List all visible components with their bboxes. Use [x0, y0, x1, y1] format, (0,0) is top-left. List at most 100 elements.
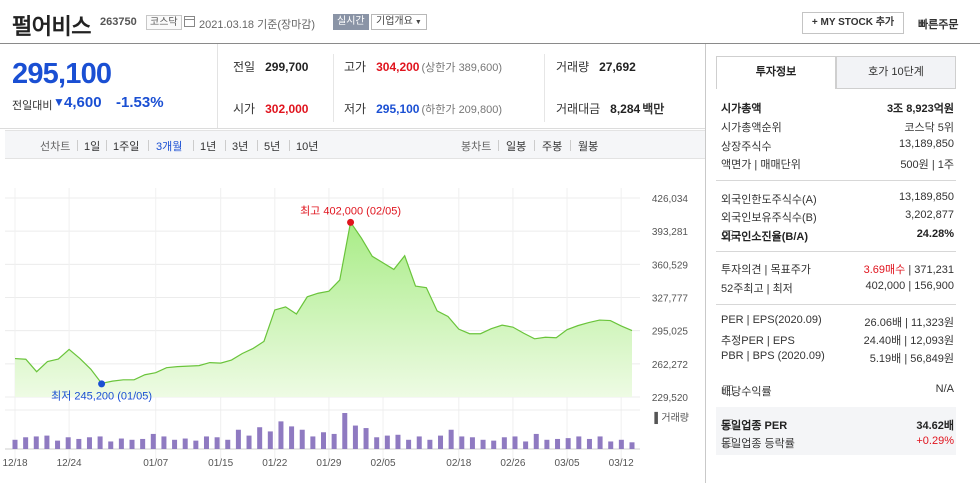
- info-row-label: 외국인한도주식수(A): [721, 194, 817, 206]
- stat-amount: 거래대금 8,284 백만: [556, 102, 665, 116]
- x-tick-label: 03/12: [609, 458, 634, 469]
- info-row: 외국인한도주식수(A) 13,189,850: [721, 191, 954, 208]
- volume-bar: [310, 436, 316, 449]
- info-row: PER | EPS(2020.09) 26.06배 | 11,323원: [721, 314, 954, 331]
- volume-bar: [384, 435, 390, 449]
- chart-period-toolbar: 선차트 1일 1주일 3개월 1년 3년 5년 10년 봉차트 일봉 주봉 월봉: [5, 130, 705, 159]
- volume-bar: [491, 440, 497, 449]
- volume-bar: [108, 441, 114, 449]
- volume-bar: [86, 437, 92, 449]
- period-3m[interactable]: 3개월: [156, 141, 183, 153]
- company-info-label: 기업개요: [376, 16, 413, 27]
- volume-bar: [257, 427, 263, 449]
- info-row-value: N/A: [935, 383, 954, 395]
- stat-open: 시가 302,000: [233, 102, 309, 116]
- info-row-label: 외국인소진율(B/A): [721, 231, 808, 243]
- volume-bar: [321, 432, 326, 449]
- info-row-value: 500원 | 1주: [900, 159, 954, 171]
- volume-bar: [427, 439, 433, 449]
- info-row: 액면가 | 매매단위 500원 | 1주: [721, 156, 954, 173]
- info-row-value: 5.19배 | 56,849원: [869, 353, 954, 365]
- period-3y[interactable]: 3년: [232, 141, 249, 153]
- volume-bar: [533, 433, 539, 449]
- info-row: 외국인보유주식수(B) 3,202,877: [721, 209, 954, 226]
- volume-bar: [129, 439, 135, 449]
- info-row: 배당수익률? N/A: [721, 383, 954, 400]
- volume-bar: [352, 425, 358, 449]
- help-icon[interactable]: ?: [723, 437, 733, 447]
- stock-code: 263750: [100, 16, 137, 28]
- volume-bar: [193, 440, 199, 449]
- period-1w[interactable]: 1주일: [113, 141, 140, 153]
- tab-quote-10[interactable]: 호가 10단계: [836, 56, 956, 89]
- volume-bar: [33, 436, 39, 449]
- info-row-label: 상장주식수: [721, 141, 772, 153]
- volume-bar: [416, 436, 422, 449]
- stock-name: 펄어비스: [12, 14, 91, 39]
- volume-bar: [395, 434, 401, 449]
- x-tick-label: 12/24: [57, 458, 82, 469]
- volume-bar: [278, 421, 284, 449]
- stat-high: 고가 304,200 (상한가 389,600): [344, 60, 502, 74]
- volume-bar: [555, 438, 561, 449]
- info-row-value: 13,189,850: [898, 191, 954, 203]
- realtime-button[interactable]: 실시간: [333, 14, 369, 30]
- period-1d[interactable]: 1일: [84, 141, 101, 153]
- volume-bar: [618, 439, 624, 449]
- period-10y[interactable]: 10년: [296, 141, 319, 153]
- down-arrow-icon: ▼: [53, 95, 65, 109]
- info-row-label: 시가총액: [721, 103, 762, 115]
- market-badge: 코스닥: [146, 15, 182, 30]
- info-row-label: 액면가 | 매매단위: [721, 159, 801, 171]
- quick-order-button[interactable]: 빠른주문: [918, 19, 959, 31]
- diff-label: 전일대비: [12, 100, 53, 112]
- volume-bar: [629, 442, 635, 449]
- info-row: 52주최고 | 최저 402,000 | 156,900: [721, 280, 954, 297]
- help-icon[interactable]: ?: [723, 385, 733, 395]
- max-point: [347, 218, 355, 226]
- add-mystock-button[interactable]: + MY STOCK 추가: [802, 12, 904, 34]
- info-row: 동일업종 PER? 34.62배: [721, 417, 954, 434]
- info-row-label: 배당수익률: [721, 386, 772, 398]
- info-row: 추정PER | EPS 24.40배 | 12,093원: [721, 332, 954, 349]
- x-tick-label: 12/18: [2, 458, 27, 469]
- info-row-value: +0.29%: [916, 435, 954, 447]
- period-1y[interactable]: 1년: [200, 141, 217, 153]
- tab-invest-info[interactable]: 투자정보: [716, 56, 836, 89]
- volume-bar: [480, 439, 486, 449]
- y-tick-label: 262,272: [652, 360, 689, 371]
- stat-low: 저가 295,100 (하한가 209,800): [344, 102, 502, 116]
- info-tabs: 투자정보 호가 10단계: [716, 56, 956, 89]
- help-icon[interactable]: ?: [723, 230, 733, 240]
- volume-bar: [565, 438, 571, 449]
- help-icon[interactable]: ?: [723, 419, 733, 429]
- volume-bar: [331, 433, 337, 449]
- max-label: 최고 402,000 (02/05): [300, 204, 401, 217]
- volume-bar: [140, 438, 146, 449]
- info-row-value: 24.40배 | 12,093원: [863, 335, 954, 347]
- price-chart[interactable]: 426,034 393,281 360,529 327,777 295,025 262,2…: [0, 178, 705, 483]
- info-row-value: 3,202,877: [905, 209, 954, 221]
- period-5y[interactable]: 5년: [264, 141, 281, 153]
- candle-daily[interactable]: 일봉: [506, 141, 527, 153]
- company-info-dropdown[interactable]: 기업개요 ▼: [371, 14, 427, 30]
- info-row: 외국인소진율(B/A)? 24.28%: [721, 228, 954, 245]
- candle-weekly[interactable]: 주봉: [542, 141, 563, 153]
- volume-bar: [608, 441, 614, 449]
- info-row-value: 402,000 | 156,900: [865, 280, 955, 292]
- x-tick-label: 01/29: [316, 458, 341, 469]
- x-tick-label: 01/15: [208, 458, 233, 469]
- y-tick-label: 327,777: [652, 294, 689, 305]
- info-row-value: 26.06배 | 11,323원: [864, 317, 954, 329]
- info-row-label: PBR | BPS (2020.09): [721, 350, 825, 362]
- volume-bar: [459, 436, 465, 449]
- candle-monthly[interactable]: 월봉: [578, 141, 599, 153]
- stat-prev-close: 전일 299,700: [233, 60, 309, 74]
- info-row: 동일업종 등락률? +0.29%: [721, 435, 954, 452]
- volume-bar: [44, 435, 50, 449]
- info-row-value: 34.62배: [916, 420, 954, 432]
- info-row: 투자의견 | 목표주가 3.69매수 | 371,231: [721, 261, 954, 278]
- volume-bar: [97, 436, 103, 449]
- info-row-value: 3조 8,923억원: [886, 103, 954, 115]
- info-row-value: 13,189,850: [898, 138, 954, 150]
